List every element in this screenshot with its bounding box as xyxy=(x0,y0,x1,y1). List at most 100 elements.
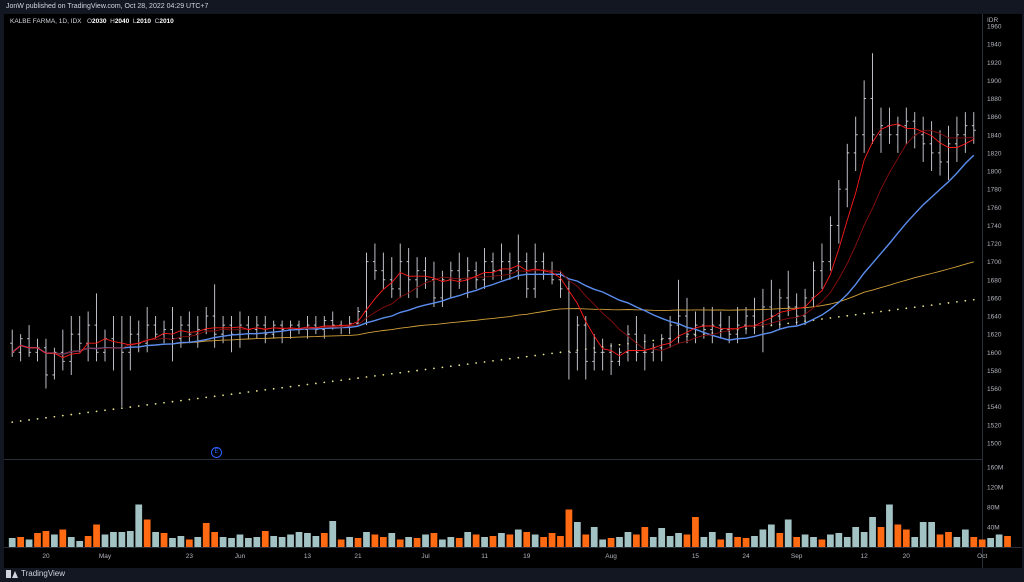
volume-bar xyxy=(599,539,607,547)
volume-bar xyxy=(160,533,168,547)
volume-bar xyxy=(194,537,202,547)
trend-dot xyxy=(449,365,452,368)
trend-dot xyxy=(787,322,790,325)
volume-bar xyxy=(42,531,50,547)
trend-dot xyxy=(120,407,123,410)
volume-bar xyxy=(329,521,337,547)
volume-bar xyxy=(67,537,75,547)
volume-bar xyxy=(860,532,868,547)
volume-bar xyxy=(700,537,708,547)
time-tick-label: Aug xyxy=(605,553,617,560)
volume-bar xyxy=(514,529,522,547)
volume-bar xyxy=(843,537,851,547)
earnings-icon[interactable]: E xyxy=(211,447,222,458)
ma-slow-line xyxy=(11,130,974,355)
volume-bar xyxy=(135,504,143,547)
price-tick-label: 1520 xyxy=(987,422,1002,429)
volume-bar xyxy=(666,536,674,547)
chart-frame[interactable] xyxy=(4,14,1022,568)
trend-dot xyxy=(829,317,832,319)
volume-bar xyxy=(573,522,581,547)
volume-bar xyxy=(388,533,396,547)
volume-bar xyxy=(498,533,505,547)
time-tick-label: 20 xyxy=(42,553,50,560)
trend-dot xyxy=(525,355,528,358)
volume-tick-label: 120M xyxy=(987,485,1003,492)
trend-dot xyxy=(247,391,250,393)
volume-bar xyxy=(894,524,902,547)
trend-dot xyxy=(87,411,90,414)
time-axis-separator xyxy=(4,547,1022,548)
volume-bar xyxy=(902,529,910,547)
open-value: 2030 xyxy=(92,18,107,25)
time-tick-label: 20 xyxy=(903,553,911,560)
volume-bar xyxy=(17,537,25,547)
volume-bar xyxy=(911,537,919,547)
volume-bar xyxy=(270,536,278,547)
volume-bar xyxy=(278,537,286,547)
trend-dot xyxy=(255,390,258,392)
volume-bar xyxy=(312,536,320,547)
price-tick-label: 1760 xyxy=(987,205,1002,212)
volume-bar xyxy=(59,529,67,547)
volume-bar xyxy=(784,519,792,547)
trend-dot xyxy=(264,388,267,391)
volume-bar xyxy=(118,532,126,547)
volume-bar xyxy=(177,536,185,547)
volume-bar xyxy=(852,527,860,547)
trend-dot xyxy=(11,421,14,423)
trend-dot xyxy=(331,380,334,383)
volume-bar xyxy=(379,537,387,547)
trend-dot xyxy=(390,372,393,375)
volume-bar xyxy=(455,538,463,547)
volume-pane-separator xyxy=(4,459,982,460)
trend-dot xyxy=(146,404,149,406)
volume-bar xyxy=(961,529,969,547)
volume-bar xyxy=(540,537,547,547)
trend-dot xyxy=(846,314,849,317)
price-tick-label: 1720 xyxy=(987,241,1002,248)
price-tick-label: 1920 xyxy=(987,60,1002,67)
volume-bar xyxy=(607,538,615,547)
low-value: 2010 xyxy=(136,18,151,25)
volume-tick-label: 40M xyxy=(987,525,1000,532)
volume-bar xyxy=(835,533,843,547)
trend-dot xyxy=(281,386,284,389)
volume-bar xyxy=(101,534,109,547)
trend-dot xyxy=(298,384,300,387)
trend-dot xyxy=(306,383,309,386)
price-tick-label: 1500 xyxy=(987,440,1002,447)
trend-dot xyxy=(382,373,385,376)
volume-bar xyxy=(742,538,750,547)
price-tick-label: 1700 xyxy=(987,259,1002,266)
volume-bar xyxy=(751,536,758,547)
volume-bar xyxy=(1004,536,1011,547)
trend-dot xyxy=(863,312,866,315)
volume-bar xyxy=(219,537,227,547)
price-tick-label: 1860 xyxy=(987,114,1002,121)
trend-dot xyxy=(340,379,343,382)
volume-bar xyxy=(481,537,488,547)
trend-dot xyxy=(458,364,461,367)
volume-bar xyxy=(422,534,429,547)
volume-bar xyxy=(506,534,514,547)
trend-dot xyxy=(466,363,469,366)
trend-dot xyxy=(416,369,418,372)
volume-bar xyxy=(93,524,100,547)
price-tick-label: 1840 xyxy=(987,132,1002,139)
volume-bar xyxy=(970,537,978,547)
volume-bar xyxy=(987,538,995,547)
volume-bar xyxy=(363,532,370,547)
tradingview-logo[interactable]: TradingView xyxy=(6,569,65,578)
volume-bar xyxy=(84,536,92,547)
volume-bar xyxy=(489,536,497,547)
trend-dot xyxy=(171,400,174,403)
volume-bar xyxy=(919,522,927,547)
volume-bar xyxy=(675,533,682,547)
price-tick-label: 1580 xyxy=(987,368,1002,375)
trend-dot xyxy=(896,308,899,311)
trend-dot xyxy=(348,378,351,381)
time-tick-label: Oct xyxy=(977,553,987,560)
volume-bar xyxy=(295,532,303,547)
trend-dot xyxy=(365,376,368,378)
